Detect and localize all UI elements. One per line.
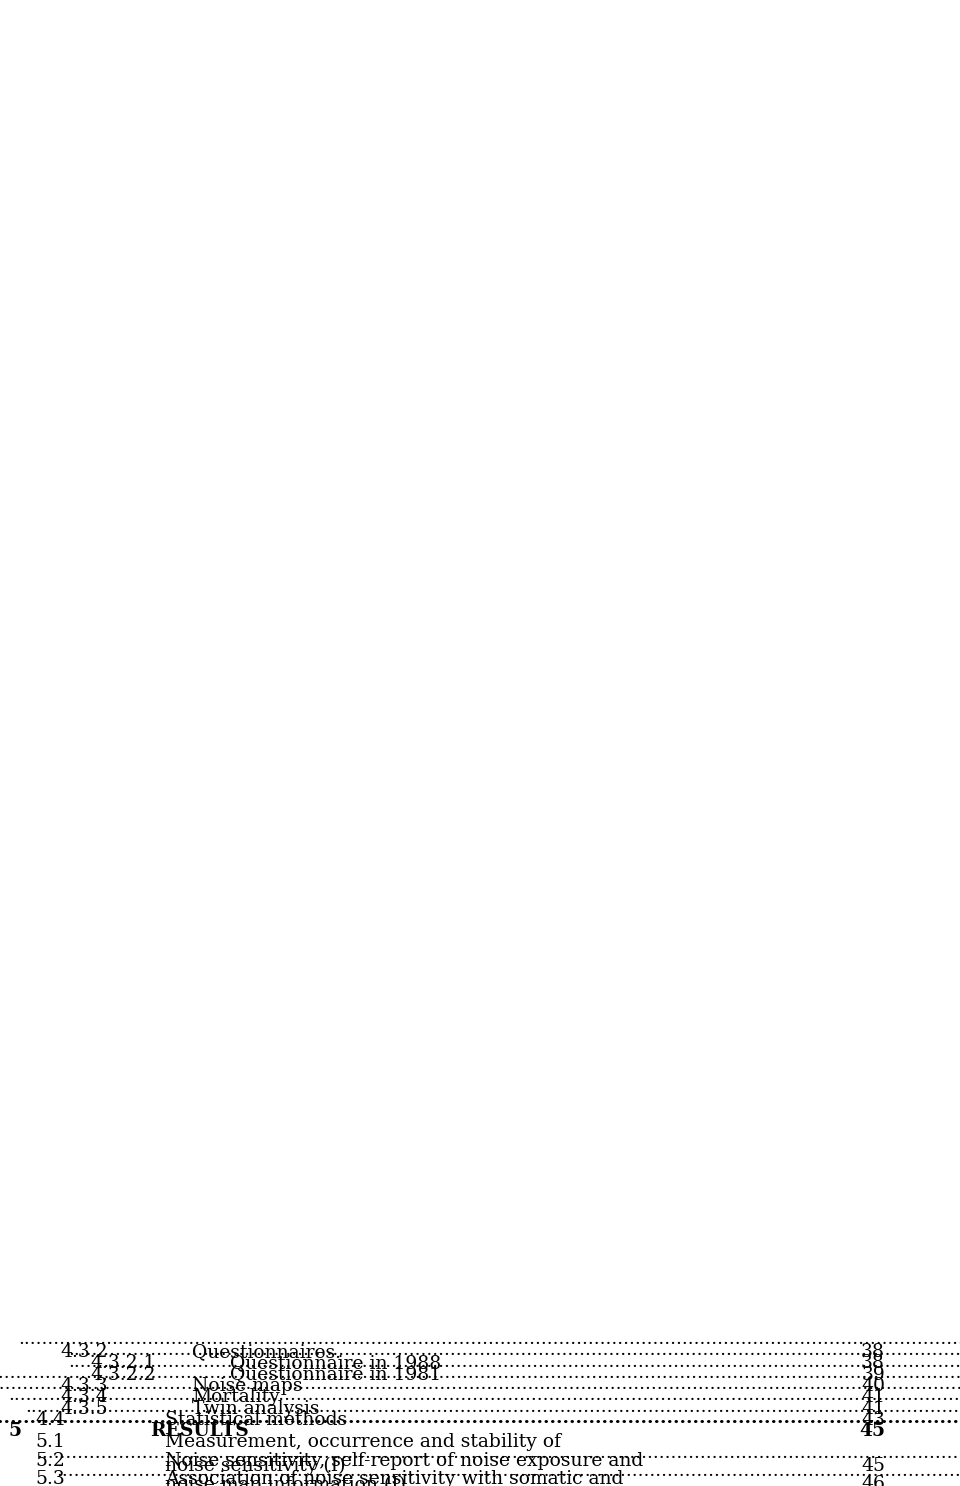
Text: 4.3.2: 4.3.2 [60, 1343, 108, 1361]
Text: ................................................................................: ........................................… [26, 1398, 960, 1416]
Text: 4.4: 4.4 [35, 1410, 65, 1430]
Text: Twin analysis: Twin analysis [192, 1400, 320, 1418]
Text: Noise sensitivity, self-report of noise exposure and: Noise sensitivity, self-report of noise … [165, 1452, 643, 1470]
Text: 46: 46 [861, 1476, 885, 1486]
Text: 4.3.2.1: 4.3.2.1 [90, 1354, 156, 1372]
Text: 45: 45 [861, 1456, 885, 1474]
Text: ................................................................................: ........................................… [159, 1476, 960, 1486]
Text: ................................................................................: ........................................… [0, 1409, 960, 1427]
Text: noise sensitivity (I): noise sensitivity (I) [165, 1456, 346, 1476]
Text: Statistical methods: Statistical methods [165, 1410, 348, 1430]
Text: RESULTS: RESULTS [150, 1422, 249, 1440]
Text: ................................................................................: ........................................… [165, 1482, 960, 1486]
Text: 41: 41 [861, 1400, 885, 1418]
Text: 45: 45 [859, 1422, 885, 1440]
Text: Questionnaires.: Questionnaires. [192, 1343, 341, 1361]
Text: Questionnaire in 1988: Questionnaire in 1988 [230, 1354, 442, 1372]
Text: ................................................................................: ........................................… [0, 1375, 960, 1394]
Text: noise map information (I): noise map information (I) [165, 1476, 406, 1486]
Text: ................................................................................: ........................................… [57, 1462, 960, 1480]
Text: ................................................................................: ........................................… [68, 1352, 960, 1370]
Text: 5.1: 5.1 [35, 1434, 64, 1452]
Text: Mortality: Mortality [192, 1388, 279, 1406]
Text: 43: 43 [861, 1410, 885, 1430]
Text: ................................................................................: ........................................… [8, 1386, 960, 1404]
Text: 4.3.5: 4.3.5 [60, 1400, 108, 1418]
Text: 41: 41 [861, 1388, 885, 1406]
Text: ................................................................................: ........................................… [0, 1364, 960, 1382]
Text: Questionnaire in 1981: Questionnaire in 1981 [230, 1366, 442, 1383]
Text: 5: 5 [8, 1422, 21, 1440]
Text: Noise maps: Noise maps [192, 1378, 302, 1395]
Text: 4.3.2.2: 4.3.2.2 [90, 1366, 156, 1383]
Text: ................................................................................: ........................................… [18, 1330, 960, 1348]
Text: 5.3: 5.3 [35, 1471, 64, 1486]
Text: 40: 40 [861, 1378, 885, 1395]
Text: ................................................................................: ........................................… [36, 1444, 960, 1462]
Text: 4.3.3: 4.3.3 [60, 1378, 108, 1395]
Text: Association of noise sensitivity with somatic and: Association of noise sensitivity with so… [165, 1471, 623, 1486]
Text: 5.2: 5.2 [35, 1452, 65, 1470]
Text: 38: 38 [861, 1343, 885, 1361]
Text: Measurement, occurrence and stability of: Measurement, occurrence and stability of [165, 1434, 561, 1452]
Text: 4.3.4: 4.3.4 [60, 1388, 108, 1406]
Text: ................................................................................: ........................................… [68, 1342, 960, 1360]
Text: 38: 38 [861, 1354, 885, 1372]
Text: 39: 39 [861, 1366, 885, 1383]
